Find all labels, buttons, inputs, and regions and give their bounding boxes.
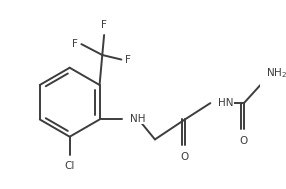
Text: O: O [181, 152, 189, 162]
Text: O: O [240, 136, 248, 146]
Text: HN: HN [219, 98, 234, 108]
Text: F: F [125, 55, 131, 65]
Text: F: F [101, 20, 107, 30]
Text: F: F [72, 39, 78, 49]
Text: NH: NH [130, 115, 146, 125]
Text: Cl: Cl [65, 161, 75, 171]
Text: NH$_2$: NH$_2$ [266, 67, 286, 81]
